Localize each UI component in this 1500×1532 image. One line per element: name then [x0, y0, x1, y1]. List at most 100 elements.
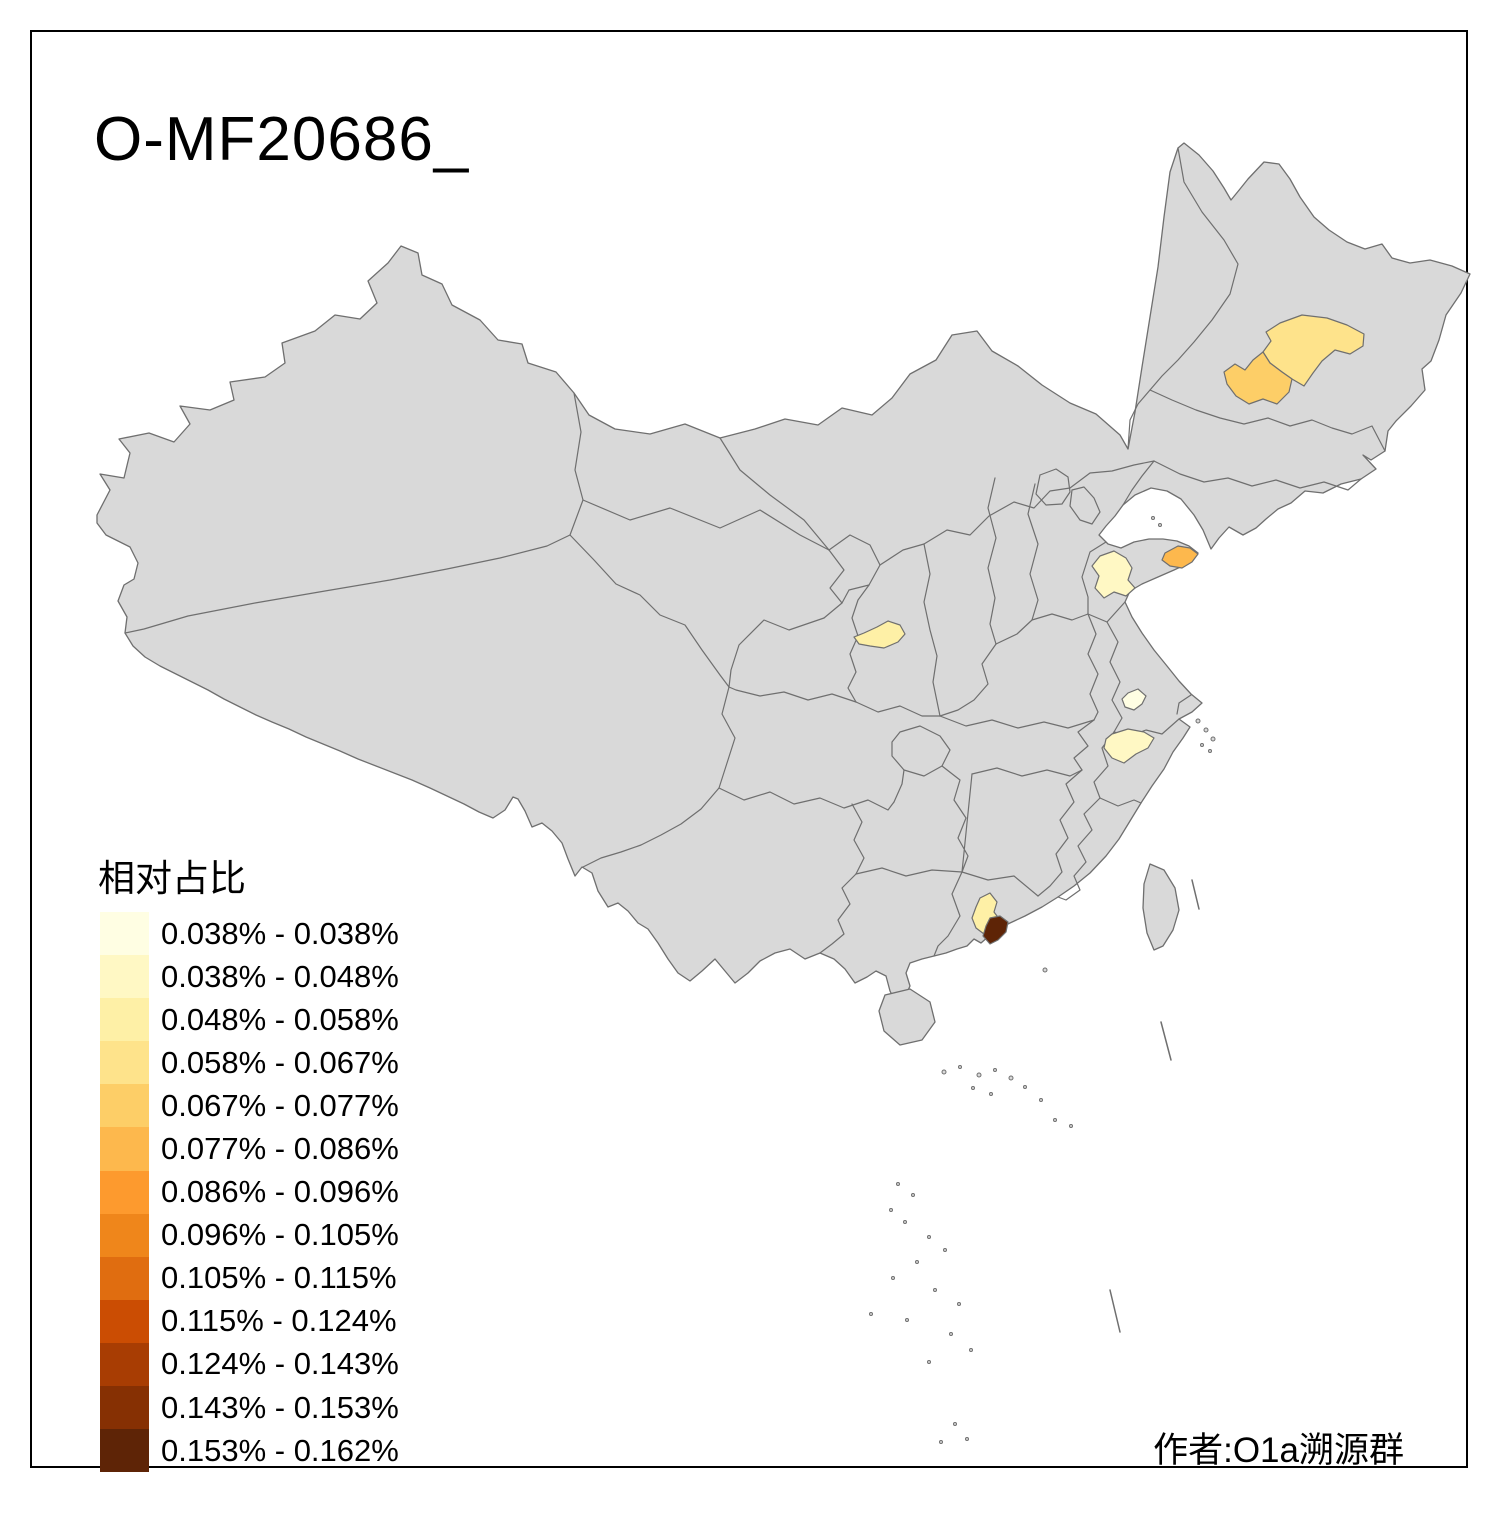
province-border: [1127, 147, 1239, 450]
legend-swatch: [100, 955, 149, 999]
sea-dash: [1160, 1021, 1172, 1061]
island-speck: [896, 1182, 900, 1186]
legend-label: 0.105% - 0.115%: [161, 1260, 397, 1296]
taiwan-island: [1142, 863, 1180, 951]
legend-label: 0.058% - 0.067%: [161, 1044, 399, 1080]
legend-swatch: [100, 1041, 149, 1085]
plot-frame: O-MF20686_ 相对占比 0.038% - 0.038% 0.038% -…: [30, 30, 1471, 1473]
legend-row: 0.048% - 0.058%: [100, 998, 399, 1042]
legend-swatch: [100, 1170, 149, 1214]
island-speck: [915, 1260, 919, 1264]
legend-title: 相对占比: [98, 858, 246, 899]
legend-swatch: [100, 1299, 149, 1343]
province-border: [1035, 468, 1071, 506]
legend-row: 0.153% - 0.162%: [100, 1429, 399, 1473]
legend-swatch: [100, 912, 149, 956]
island-speck: [1053, 1118, 1057, 1122]
island-speck: [903, 1220, 907, 1224]
province-border: [1149, 389, 1386, 452]
province-border: [1122, 460, 1155, 506]
province-border: [995, 613, 1089, 645]
legend-row: 0.143% - 0.153%: [100, 1386, 399, 1430]
province-border: [1073, 719, 1095, 771]
region-heilongjiang-harbin: [1223, 351, 1293, 405]
province-border: [941, 765, 973, 873]
island-speck: [889, 1208, 893, 1212]
legend-swatch: [100, 1256, 149, 1300]
island-speck: [969, 1348, 973, 1352]
region-shandong-peninsula-tip: [1161, 545, 1199, 569]
province-border: [819, 873, 857, 954]
page-title: O-MF20686_: [94, 105, 470, 174]
province-border: [939, 643, 997, 717]
island-speck: [1208, 749, 1212, 753]
map-root: [96, 142, 1471, 1444]
island-speck: [905, 1318, 909, 1322]
legend-row: 0.077% - 0.086%: [100, 1127, 399, 1171]
province-border: [1153, 460, 1362, 491]
island-speck: [965, 1437, 969, 1441]
province-border: [893, 769, 905, 803]
province-border: [1087, 613, 1099, 721]
region-jiangsu-south: [1121, 688, 1147, 711]
legend-swatch: [100, 998, 149, 1042]
island-speck: [927, 1360, 931, 1364]
attribution: 作者:O1a溯源群: [1153, 1431, 1404, 1470]
small-islands: [869, 516, 1216, 1444]
legend-label: 0.038% - 0.038%: [161, 915, 399, 951]
island-speck: [1195, 718, 1201, 724]
province-border: [847, 584, 870, 703]
legend-label: 0.096% - 0.105%: [161, 1217, 399, 1253]
legend-row: 0.124% - 0.143%: [100, 1342, 399, 1387]
island-speck: [911, 1193, 915, 1197]
island-speck: [943, 1248, 947, 1252]
island-speck: [891, 1276, 895, 1280]
province-border: [1106, 621, 1123, 733]
province-border: [971, 767, 1083, 777]
province-border: [1081, 541, 1107, 615]
sea-dash: [1109, 1289, 1121, 1333]
china-choropleth-map: [96, 142, 1471, 1444]
province-border: [923, 543, 941, 717]
province-border: [569, 534, 730, 688]
region-shandong-central: [1091, 550, 1136, 599]
legend-row: 0.038% - 0.038%: [100, 912, 399, 956]
province-border: [1037, 769, 1083, 897]
legend-row: 0.115% - 0.124%: [100, 1299, 399, 1343]
sea-boundary-dashes: [1109, 879, 1200, 1333]
province-border: [1176, 694, 1192, 715]
province-border: [939, 715, 1095, 729]
legend-label: 0.067% - 0.077%: [161, 1087, 399, 1123]
province-border: [961, 871, 1039, 897]
province-border: [823, 549, 845, 619]
legend-row: 0.105% - 0.115%: [100, 1256, 399, 1300]
province-border: [855, 867, 963, 877]
legend-swatch: [100, 1386, 149, 1430]
province-border: [719, 437, 830, 551]
mainland-shape: [96, 142, 1471, 1004]
province-borders: [124, 147, 1386, 957]
province-border: [855, 701, 941, 717]
region-shaanxi-central: [853, 620, 906, 649]
legend-row: 0.067% - 0.077%: [100, 1084, 399, 1128]
province-border: [1069, 486, 1101, 525]
province-border: [891, 725, 951, 777]
island-speck: [1151, 516, 1155, 520]
legend: 相对占比 0.038% - 0.038% 0.038% - 0.048% 0.0…: [98, 848, 399, 1473]
legend-label: 0.115% - 0.124%: [161, 1303, 397, 1339]
legend-swatch: [100, 1213, 149, 1257]
island-speck: [1023, 1085, 1027, 1089]
province-border: [987, 477, 997, 645]
region-guangdong-pearl-delta: [982, 915, 1009, 945]
province-border: [1027, 483, 1039, 621]
island-speck: [1158, 523, 1162, 527]
legend-row: 0.038% - 0.048%: [100, 955, 399, 999]
island-speck: [1008, 1075, 1014, 1081]
island-speck: [1203, 727, 1209, 733]
legend-row: 0.096% - 0.105%: [100, 1213, 399, 1257]
island-speck: [1210, 736, 1216, 742]
legend-label: 0.048% - 0.058%: [161, 1001, 399, 1037]
legend-label: 0.143% - 0.153%: [161, 1389, 399, 1425]
province-border: [851, 803, 865, 875]
legend-row: 0.086% - 0.096%: [100, 1170, 399, 1214]
